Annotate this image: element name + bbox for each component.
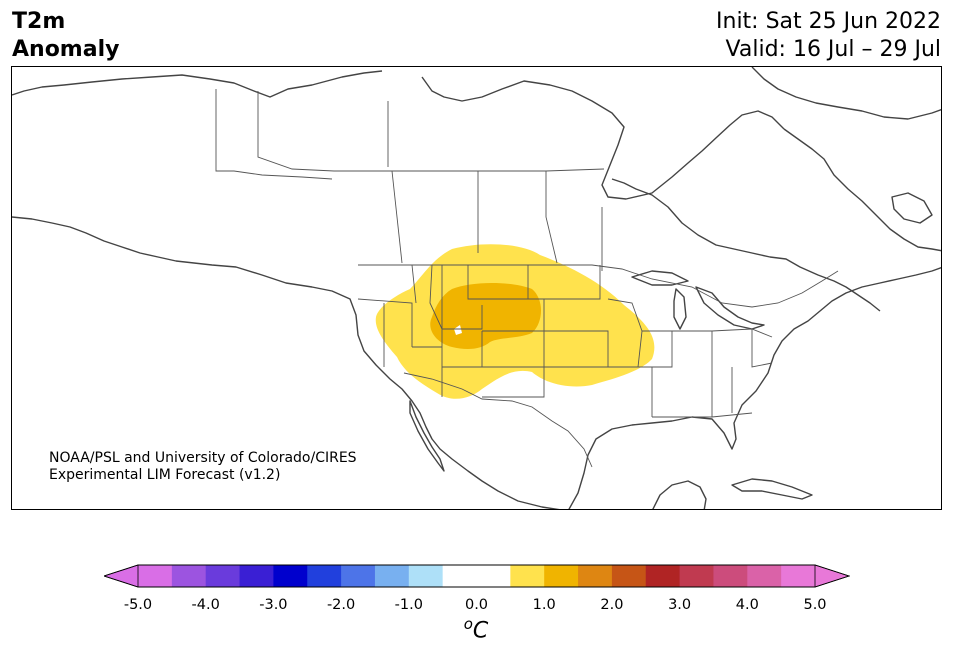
colorbar-bin xyxy=(645,565,681,587)
variable-subtitle: Anomaly xyxy=(12,37,120,62)
colorbar-tick-label: -1.0 xyxy=(394,597,423,613)
coastline-newfoundland xyxy=(891,192,933,224)
variable-name: T2m xyxy=(12,9,66,34)
credit-text: NOAA/PSL and University of Colorado/CIRE… xyxy=(49,450,357,484)
border-us-canada xyxy=(358,264,839,308)
colorbar-tick-label: -3.0 xyxy=(259,597,288,613)
colorbar-bin xyxy=(476,565,511,587)
coastline-baja xyxy=(409,400,445,472)
colorbar-bin xyxy=(611,565,647,587)
coastline-labrador xyxy=(783,128,941,252)
lake-huron-erie xyxy=(695,286,765,330)
colorbar-bin xyxy=(341,565,376,587)
colorbar-bin xyxy=(781,565,816,587)
colorbar-bin xyxy=(679,565,714,587)
colorbar-bin xyxy=(307,565,342,587)
colorbar-tick-label: 5.0 xyxy=(803,597,827,613)
colorbar-bin xyxy=(442,565,477,587)
north-america-map xyxy=(12,67,941,509)
border-canada-provinces xyxy=(257,91,605,271)
credit-line-2: Experimental LIM Forecast (v1.2) xyxy=(49,467,281,483)
anomaly-hole xyxy=(454,325,462,335)
lake-superior xyxy=(631,270,689,286)
coastline-pacific xyxy=(12,216,560,509)
credit-line-1: NOAA/PSL and University of Colorado/CIRE… xyxy=(49,450,357,466)
colorbar-bin xyxy=(510,565,545,587)
map-title: T2m Anomaly xyxy=(12,8,119,64)
colorbar-bin xyxy=(171,565,207,587)
colorbar-under-arrow xyxy=(102,564,139,588)
us-state-borders xyxy=(357,264,773,418)
coastline-cuba xyxy=(731,478,813,500)
forecast-dates: Init: Sat 25 Jun 2022 Valid: 16 Jul – 29… xyxy=(716,8,941,64)
colorbar-tick-label: -5.0 xyxy=(123,597,153,613)
valid-period: Valid: 16 Jul – 29 Jul xyxy=(725,37,941,62)
map-panel xyxy=(11,66,942,510)
colorbar-tick-label: 0.0 xyxy=(464,597,489,613)
init-date: Init: Sat 25 Jun 2022 xyxy=(716,9,941,34)
colorbar-tick-label: 2.0 xyxy=(600,597,624,613)
coastline-arctic xyxy=(12,70,383,98)
colorbar-bin xyxy=(408,565,444,587)
border-alaska-canada xyxy=(215,89,333,180)
colorbar-bin xyxy=(239,565,274,587)
lake-michigan xyxy=(673,288,687,330)
colorbar-tick-label: 4.0 xyxy=(735,597,759,613)
colorbar-bin xyxy=(713,565,748,587)
unit-letter: C xyxy=(472,618,489,644)
colorbar-bin xyxy=(374,565,410,587)
coastline-baffin xyxy=(751,67,941,120)
colorbar-bin xyxy=(578,565,613,587)
colorbar-tick-label: 1.0 xyxy=(532,597,556,613)
border-us-mexico xyxy=(403,372,593,468)
colorbar-bin xyxy=(544,565,579,587)
colorbar-tick-label: 3.0 xyxy=(668,597,692,613)
colorbar-ticks: -5.0 -4.0 -3.0 -2.0 -1.0 0.0 1.0 2.0 3.0 4.0 5.0 xyxy=(0,597,953,617)
colorbar-bin xyxy=(747,565,782,587)
colorbar-bin xyxy=(273,565,308,587)
colorbar-tick-label: -4.0 xyxy=(191,597,220,613)
colorbar-unit: oC xyxy=(464,615,489,643)
coastline-hudson xyxy=(421,76,785,200)
colorbar-graphic xyxy=(102,564,851,588)
colorbar-bin xyxy=(138,565,173,587)
coastline-quebec-east xyxy=(611,178,881,312)
colorbar xyxy=(102,564,851,592)
colorbar-outline xyxy=(102,564,851,588)
colorbar-tick-label: -2.0 xyxy=(326,597,356,613)
colorbar-bin xyxy=(205,565,241,587)
coastline-gulf-atlantic xyxy=(568,266,941,509)
coastline-yucatan xyxy=(652,480,707,509)
colorbar-over-arrow xyxy=(814,564,851,588)
unit-degree-symbol: o xyxy=(463,615,473,633)
